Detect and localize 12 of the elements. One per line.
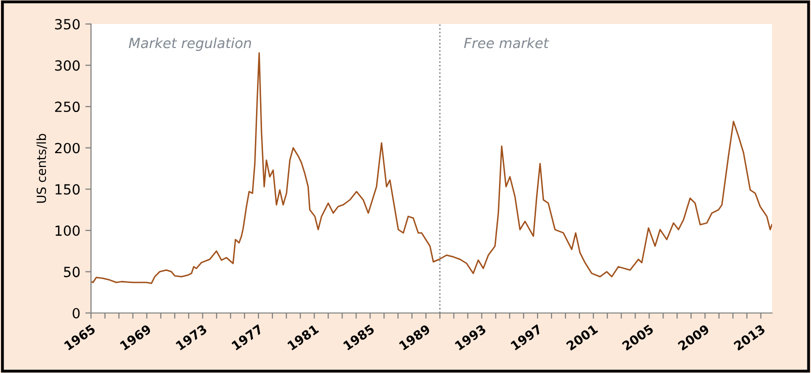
y-tick-label: 0 [72,308,80,318]
y-tick-label: 250 [55,102,80,112]
annotation: Market regulation [128,38,252,51]
annotation: Free market [464,38,550,48]
line-series [91,52,772,284]
y-tick-label: 100 [56,225,80,236]
y-tick-label: 350 [55,18,80,30]
y-axis-title: US cents/lb [36,134,48,203]
y-tick-label: 150 [56,184,80,195]
y-tick-label: 50 [64,266,80,278]
y-tick-label: 300 [55,60,80,71]
y-tick-label: 200 [55,142,80,154]
